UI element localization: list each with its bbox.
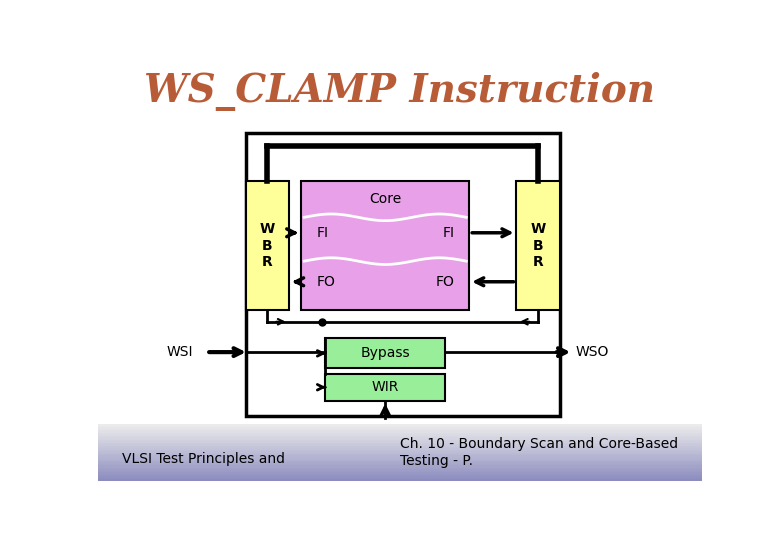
Text: VLSI Test Principles and: VLSI Test Principles and: [122, 453, 285, 466]
Bar: [98, 451, 702, 453]
Bar: [98, 471, 702, 472]
Bar: [325, 374, 445, 401]
Bar: [98, 467, 702, 468]
Text: FI: FI: [317, 226, 328, 240]
Bar: [516, 181, 560, 310]
Text: FO: FO: [435, 275, 454, 289]
Bar: [98, 462, 702, 464]
Bar: [98, 474, 702, 475]
Bar: [98, 458, 702, 460]
Text: Ch. 10 - Boundary Scan and Core-Based
Testing - P.: Ch. 10 - Boundary Scan and Core-Based Te…: [399, 437, 678, 468]
Bar: [98, 460, 702, 461]
Bar: [98, 444, 702, 446]
Bar: [98, 457, 702, 458]
Bar: [98, 461, 702, 462]
Bar: [98, 447, 702, 448]
Bar: [98, 454, 702, 455]
Text: FO: FO: [317, 275, 335, 289]
Bar: [98, 443, 702, 444]
Text: WSC: WSC: [369, 431, 402, 445]
Bar: [98, 446, 702, 447]
Bar: [98, 464, 702, 465]
Bar: [98, 465, 702, 467]
Text: Core: Core: [369, 192, 402, 206]
Bar: [98, 475, 702, 476]
Bar: [98, 455, 702, 457]
Bar: [98, 438, 702, 440]
Bar: [98, 479, 702, 481]
Bar: [98, 469, 702, 471]
Bar: [98, 440, 702, 441]
Text: WIR: WIR: [371, 380, 399, 394]
Bar: [98, 430, 702, 431]
Text: FI: FI: [442, 226, 454, 240]
Bar: [98, 427, 702, 429]
Text: W
B
R: W B R: [530, 222, 546, 269]
Bar: [325, 339, 445, 368]
Bar: [98, 433, 702, 434]
Bar: [98, 424, 702, 426]
Bar: [246, 181, 289, 310]
Bar: [246, 133, 560, 416]
Text: WSI: WSI: [167, 345, 193, 359]
Text: WS_CLAMP Instruction: WS_CLAMP Instruction: [144, 72, 655, 111]
Bar: [98, 431, 702, 433]
Text: W
B
R: W B R: [260, 222, 275, 269]
Bar: [98, 426, 702, 427]
Bar: [301, 181, 470, 310]
Bar: [98, 478, 702, 479]
Bar: [98, 453, 702, 454]
Bar: [98, 472, 702, 474]
Bar: [98, 448, 702, 450]
Bar: [98, 436, 702, 437]
Bar: [98, 441, 702, 443]
Bar: [98, 450, 702, 451]
Bar: [98, 476, 702, 478]
Bar: [98, 437, 702, 438]
Text: Bypass: Bypass: [360, 346, 410, 360]
Bar: [98, 429, 702, 430]
Bar: [98, 434, 702, 436]
Bar: [98, 468, 702, 469]
Text: WSO: WSO: [575, 345, 608, 359]
